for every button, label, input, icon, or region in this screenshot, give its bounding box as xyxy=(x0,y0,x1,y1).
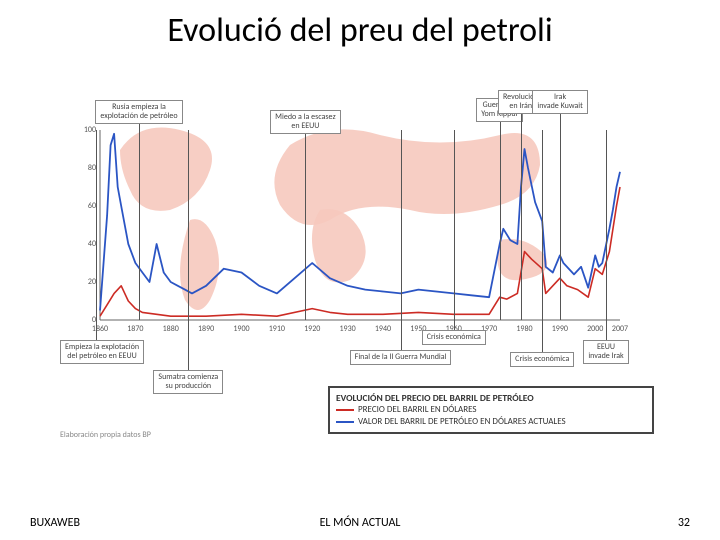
y-tick: 20 xyxy=(76,277,96,287)
event-annotation: EEUUinvade Irak xyxy=(583,340,628,364)
event-line xyxy=(96,130,97,340)
legend-label: VALOR DEL BARRIL DE PETRÓLEO EN DÓLARES … xyxy=(358,416,566,428)
x-tick: 1920 xyxy=(298,324,326,334)
event-line xyxy=(542,130,543,352)
x-tick: 1910 xyxy=(263,324,291,334)
legend-label: PRECIO DEL BARRIL EN DÓLARES xyxy=(358,404,477,416)
chart-legend: EVOLUCIÓN DEL PRECIO DEL BARRIL DE PETRÓ… xyxy=(328,386,654,434)
slide-title: Evolució del preu del petroli xyxy=(0,10,720,51)
x-tick: 1870 xyxy=(121,324,149,334)
event-annotation: Irakinvade Kuwait xyxy=(532,90,587,114)
oil-price-chart: 0204060801001860187018801890190019101920… xyxy=(60,90,660,470)
event-line xyxy=(560,108,561,320)
y-tick: 40 xyxy=(76,239,96,249)
x-tick: 2007 xyxy=(606,324,634,334)
footer-center: EL MÓN ACTUAL xyxy=(0,516,720,530)
legend-title: EVOLUCIÓN DEL PRECIO DEL BARRIL DE PETRÓ… xyxy=(336,392,646,404)
legend-row: VALOR DEL BARRIL DE PETRÓLEO EN DÓLARES … xyxy=(336,416,646,428)
page-number: 32 xyxy=(678,516,690,530)
y-tick: 80 xyxy=(76,163,96,173)
x-tick: 1930 xyxy=(334,324,362,334)
y-tick: 60 xyxy=(76,201,96,211)
x-tick: 1880 xyxy=(157,324,185,334)
event-line xyxy=(139,118,140,320)
x-tick: 1940 xyxy=(369,324,397,334)
event-line xyxy=(454,130,455,330)
event-annotation: Rusia empieza laexplotación de petróleo xyxy=(95,100,182,124)
x-tick: 1990 xyxy=(546,324,574,334)
event-line xyxy=(606,130,607,340)
x-tick: 1890 xyxy=(192,324,220,334)
legend-row: PRECIO DEL BARRIL EN DÓLARES xyxy=(336,404,646,416)
legend-swatch xyxy=(336,421,354,423)
event-line xyxy=(521,108,522,320)
x-tick: 1900 xyxy=(227,324,255,334)
event-line xyxy=(500,116,501,320)
source-note: Elaboración propia datos BP xyxy=(60,430,151,440)
event-line xyxy=(188,130,189,370)
event-line xyxy=(305,128,306,320)
event-annotation: Crisis económica xyxy=(422,330,486,345)
x-tick: 1860 xyxy=(86,324,114,334)
y-tick: 100 xyxy=(76,125,96,135)
event-annotation: Empieza la explotacióndel petróleo en EE… xyxy=(60,340,144,364)
event-annotation: Crisis económica xyxy=(510,352,574,367)
event-line xyxy=(401,130,402,350)
event-annotation: Sumatra comienzasu producción xyxy=(153,370,223,394)
x-tick: 1980 xyxy=(510,324,538,334)
legend-swatch xyxy=(336,409,354,411)
event-annotation: Final de la II Guerra Mundial xyxy=(350,350,452,365)
event-annotation: Miedo a la escasezen EEUU xyxy=(270,110,340,134)
